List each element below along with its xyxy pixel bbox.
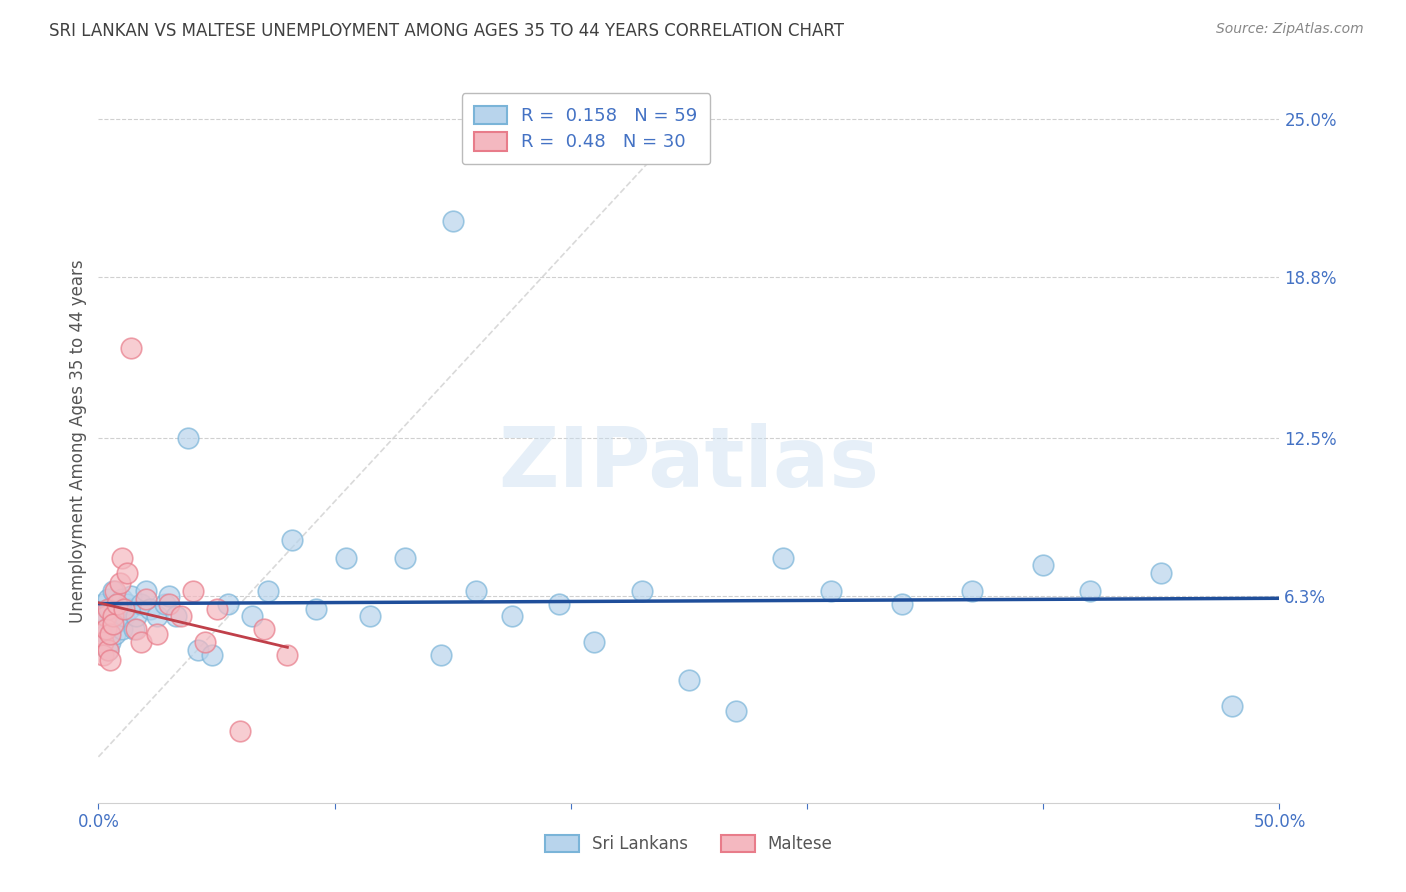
Point xyxy=(281,533,304,547)
Point xyxy=(501,609,523,624)
Y-axis label: Unemployment Among Ages 35 to 44 years: Unemployment Among Ages 35 to 44 years xyxy=(69,260,87,624)
Point xyxy=(146,609,169,624)
Point xyxy=(217,597,239,611)
Point xyxy=(1080,583,1102,598)
Point xyxy=(97,642,120,657)
Point xyxy=(146,627,169,641)
Point xyxy=(276,648,298,662)
Point xyxy=(112,601,135,615)
Point xyxy=(97,601,120,615)
Point xyxy=(125,622,148,636)
Point xyxy=(91,635,114,649)
Point xyxy=(101,617,124,632)
Point xyxy=(187,642,209,657)
Point xyxy=(465,583,488,598)
Point xyxy=(170,609,193,624)
Point xyxy=(105,597,128,611)
Point xyxy=(94,609,117,624)
Point xyxy=(90,604,112,618)
Point xyxy=(112,609,135,624)
Point xyxy=(101,609,124,624)
Point xyxy=(135,583,157,598)
Point xyxy=(257,583,280,598)
Point xyxy=(430,648,453,662)
Point xyxy=(678,673,700,688)
Point xyxy=(394,550,416,565)
Point xyxy=(121,589,143,603)
Point xyxy=(98,653,121,667)
Point xyxy=(125,609,148,624)
Point xyxy=(1150,566,1173,580)
Point xyxy=(1032,558,1054,573)
Text: ZIPatlas: ZIPatlas xyxy=(499,423,879,504)
Point xyxy=(630,583,652,598)
Point xyxy=(121,342,143,356)
Point xyxy=(305,601,328,615)
Point xyxy=(101,583,124,598)
Text: Source: ZipAtlas.com: Source: ZipAtlas.com xyxy=(1216,22,1364,37)
Point xyxy=(98,635,121,649)
Point xyxy=(105,597,128,611)
Point xyxy=(165,609,187,624)
Point xyxy=(725,704,748,718)
Point xyxy=(359,609,381,624)
Point xyxy=(115,597,138,611)
Point xyxy=(139,601,162,615)
Point xyxy=(108,576,131,591)
Point xyxy=(111,591,134,606)
Point xyxy=(772,550,794,565)
Point xyxy=(105,615,128,629)
Point xyxy=(201,648,224,662)
Point xyxy=(91,648,114,662)
Point xyxy=(94,627,117,641)
Legend: Sri Lankans, Maltese: Sri Lankans, Maltese xyxy=(536,825,842,863)
Point xyxy=(205,601,228,615)
Point xyxy=(90,627,112,641)
Point xyxy=(1220,698,1243,713)
Point xyxy=(115,566,138,580)
Point xyxy=(820,583,842,598)
Point xyxy=(583,635,606,649)
Point xyxy=(91,622,114,636)
Point xyxy=(91,597,114,611)
Point xyxy=(548,597,571,611)
Point xyxy=(111,550,134,565)
Point xyxy=(962,583,984,598)
Point xyxy=(98,627,121,641)
Point xyxy=(94,622,117,636)
Point xyxy=(94,609,117,624)
Point xyxy=(104,627,127,641)
Point xyxy=(129,597,152,611)
Point xyxy=(104,609,127,624)
Point xyxy=(118,601,141,615)
Point xyxy=(129,635,152,649)
Point xyxy=(253,622,276,636)
Point xyxy=(111,622,134,636)
Point xyxy=(101,617,124,632)
Point xyxy=(194,635,217,649)
Point xyxy=(108,601,131,615)
Point xyxy=(335,550,357,565)
Point xyxy=(104,583,127,598)
Text: SRI LANKAN VS MALTESE UNEMPLOYMENT AMONG AGES 35 TO 44 YEARS CORRELATION CHART: SRI LANKAN VS MALTESE UNEMPLOYMENT AMONG… xyxy=(49,22,844,40)
Point xyxy=(441,213,464,227)
Point xyxy=(157,589,180,603)
Point xyxy=(135,591,157,606)
Point xyxy=(153,597,176,611)
Point xyxy=(177,431,200,445)
Point xyxy=(97,591,120,606)
Point xyxy=(122,622,145,636)
Point xyxy=(181,583,204,598)
Point xyxy=(98,601,121,615)
Point xyxy=(240,609,263,624)
Point xyxy=(97,642,120,657)
Point xyxy=(157,597,180,611)
Point xyxy=(890,597,912,611)
Point xyxy=(229,724,252,739)
